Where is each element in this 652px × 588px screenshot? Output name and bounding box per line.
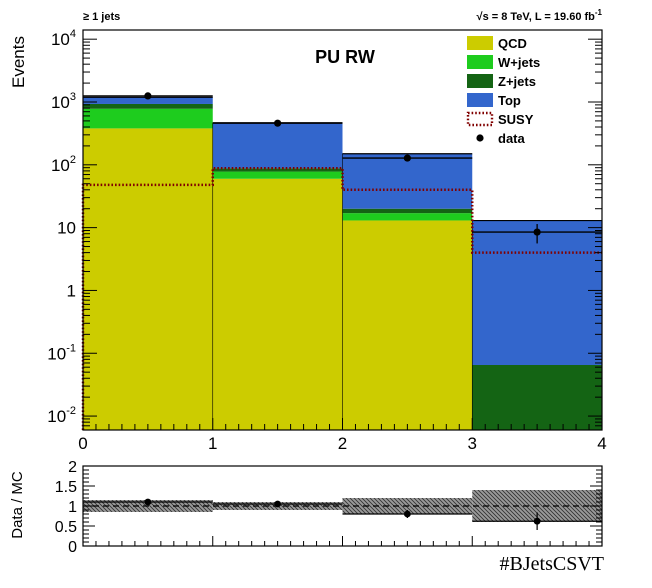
bar-qcd-bin-1	[212, 178, 343, 430]
ratio-point-bin-3	[533, 517, 541, 525]
ratio-points	[83, 498, 602, 530]
legend-label-w-jets: W+jets	[498, 55, 540, 70]
legend-swatch-data	[476, 134, 484, 142]
y-tick-label: 102	[51, 154, 76, 175]
legend-swatch-w-jets	[467, 55, 493, 69]
legend-swatch-susy	[466, 111, 494, 127]
data-point-bin-3	[533, 228, 541, 236]
legend-label-susy: SUSY	[498, 112, 534, 127]
bar-qcd-bin-0	[83, 128, 213, 430]
bar-w-jets-bin-2	[342, 213, 473, 221]
legend-swatch-z-jets	[467, 74, 493, 88]
energy-lumi-text: s = 8 TeV, L = 19.60 fb	[483, 11, 596, 23]
x-axis-label: #BJetsCSVT	[500, 553, 604, 575]
data-point-bin-2	[403, 154, 411, 162]
legend-label-data: data	[498, 131, 526, 146]
bar-top-bin-1	[212, 122, 343, 169]
y-tick-label: 104	[51, 28, 76, 49]
legend-label-qcd: QCD	[498, 36, 527, 51]
ratio-plot: 0 0.5 1 1.5 2 Data / MC #BJetsCSVT	[9, 459, 604, 575]
ratio-y-tick-label: 1.5	[55, 479, 77, 496]
data-points	[83, 92, 602, 244]
bar-top-bin-2	[342, 153, 473, 209]
data-point-bin-1	[274, 119, 282, 127]
bar-z-jets-bin-3	[472, 365, 602, 430]
bar-z-jets-bin-1	[212, 168, 343, 172]
ratio-y-tick-label: 1	[68, 499, 77, 516]
bar-z-jets-bin-0	[83, 103, 213, 109]
bar-qcd-bin-2	[342, 220, 473, 430]
legend-swatch-top	[467, 93, 493, 107]
x-tick-label: 0	[78, 434, 87, 453]
y-tick-label: 10	[57, 219, 76, 238]
y-tick-label: 1	[67, 281, 76, 300]
legend-swatch-qcd	[467, 36, 493, 50]
legend-label-top: Top	[498, 93, 521, 108]
y-tick-label: 10-2	[47, 405, 76, 426]
legend-label-z-jets: Z+jets	[498, 74, 536, 89]
ratio-axis-ticks	[82, 465, 603, 547]
main-axis-ticks	[82, 38, 603, 431]
legend: QCD W+jets Z+jets Top SUSY data	[466, 36, 540, 146]
bar-w-jets-bin-1	[212, 171, 343, 179]
ratio-y-tick-label: 0	[68, 539, 77, 556]
x-tick-label: 1	[208, 434, 217, 453]
sqrt-glyph: √	[477, 11, 484, 23]
y-axis-label: Events	[9, 36, 28, 88]
ratio-y-tick-label: 2	[68, 459, 77, 476]
ratio-tick-labels: 0 0.5 1 1.5 2	[55, 459, 77, 556]
bar-z-jets-bin-2	[342, 208, 473, 214]
ratio-point-bin-0	[144, 498, 152, 506]
bar-top-bin-0	[83, 97, 213, 104]
x-tick-label: 4	[597, 434, 606, 453]
bar-w-jets-bin-0	[83, 108, 213, 129]
y-tick-label: 103	[51, 91, 76, 112]
top-right-label: √s = 8 TeV, L = 19.60 fb-1	[477, 8, 603, 23]
ratio-point-bin-2	[403, 510, 411, 518]
x-tick-label: 2	[338, 434, 347, 453]
plot-title: PU RW	[315, 47, 375, 67]
ratio-y-axis-label: Data / MC	[9, 471, 26, 539]
data-point-bin-0	[144, 92, 152, 100]
y-tick-label: 10-1	[47, 342, 76, 363]
stacked-bars	[82, 96, 602, 430]
x-tick-label: 3	[468, 434, 477, 453]
ratio-y-tick-label: 0.5	[55, 519, 77, 536]
ratio-point-bin-1	[274, 500, 282, 508]
lumi-exponent: -1	[595, 8, 603, 17]
top-left-label: ≥ 1 jets	[83, 11, 120, 23]
bar-top-bin-3	[472, 220, 602, 366]
